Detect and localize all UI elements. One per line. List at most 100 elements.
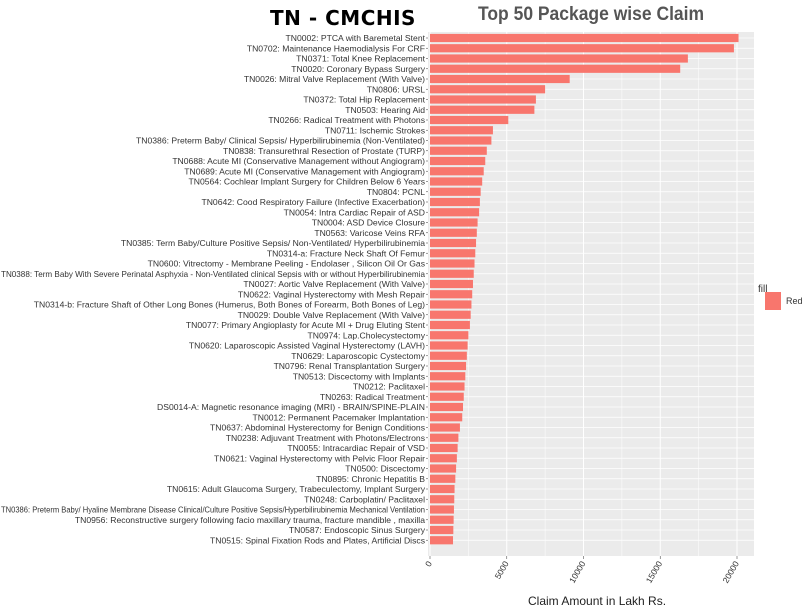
bar — [430, 474, 456, 483]
category-label: TN0974: Lap.Cholecystectomy — [307, 330, 425, 340]
bars — [430, 33, 739, 545]
bar — [430, 126, 493, 135]
chart-title: Top 50 Package wise Claim — [478, 4, 705, 25]
bar — [430, 413, 463, 422]
bar — [430, 382, 465, 391]
category-label: TN0620: Laparoscopic Assisted Vaginal Hy… — [189, 341, 425, 351]
category-label: TN0838: Transurethral Resection of Prost… — [223, 146, 425, 156]
category-label: TN0503: Hearing Aid — [345, 105, 425, 115]
bar — [430, 64, 681, 73]
category-label: TN0027: Aortic Valve Replacement (With V… — [243, 279, 425, 289]
category-label: TN0642: Cood Respiratory Failure (Infect… — [201, 197, 425, 207]
bar — [430, 331, 469, 340]
category-label: TN0702: Maintenance Haemodialysis For CR… — [247, 43, 425, 53]
category-label: TN0372: Total Hip Replacement — [303, 95, 425, 105]
bar — [430, 443, 458, 453]
category-label: TN0314-b: Fracture Shaft of Other Long B… — [34, 300, 425, 310]
bar — [430, 351, 467, 360]
category-label: TN0386: Preterm Baby/ Hyaline Membrane D… — [1, 505, 425, 515]
category-label: TN0804: PCNL — [367, 187, 425, 197]
category-label: TN0629: Laparoscopic Cystectomy — [291, 351, 425, 361]
bar — [430, 320, 470, 330]
bar — [430, 197, 480, 207]
bar — [430, 85, 546, 94]
category-label: TN0637: Abdominal Hysterectomy for Benig… — [210, 423, 425, 433]
category-label: TN0002: PTCA with Baremetal Stent — [286, 33, 426, 43]
category-label: TN0513: Discectomy with Implants — [293, 371, 425, 381]
category-label: TN0563: Varicose Veins RFA — [314, 228, 425, 238]
bar — [430, 536, 454, 545]
category-label: TN0266: Radical Treatment with Photons — [268, 115, 425, 125]
bar — [430, 187, 481, 196]
bar — [430, 300, 472, 309]
bar — [430, 156, 486, 166]
bar — [430, 54, 688, 63]
category-label: TN0796: Renal Transplantation Surgery — [274, 361, 426, 371]
x-axis-ticks: 0 5000 10000 15000 20000 — [423, 556, 741, 585]
bar — [430, 115, 509, 125]
legend-key — [765, 292, 781, 310]
bar — [430, 484, 455, 494]
category-label: TN0371: Total Knee Replacement — [296, 54, 425, 64]
x-tick-label: 0 — [423, 559, 434, 568]
category-label: TN0564: Cochlear Implant Surgery for Chi… — [189, 177, 425, 187]
bar — [430, 177, 483, 186]
bar — [430, 433, 459, 442]
category-label: TN0054: Intra Cardiac Repair of ASD — [284, 207, 425, 217]
bar — [430, 341, 468, 350]
category-label: TN0688: Acute MI (Conservative Managemen… — [172, 156, 425, 166]
bar — [430, 33, 739, 43]
category-label: TN0385: Term Baby/Culture Positive Sepsi… — [121, 238, 425, 248]
category-label: TN0263: Radical Treatment — [320, 392, 426, 402]
bar — [430, 392, 464, 401]
category-label: TN0212: Paclitaxel — [353, 382, 425, 392]
bar — [430, 105, 535, 114]
bar — [430, 218, 478, 227]
bar — [430, 95, 536, 104]
x-tick-label: 5000 — [493, 559, 511, 581]
x-tick-label: 10000 — [567, 559, 588, 585]
bar — [430, 259, 475, 268]
category-label: TN0806: URSL — [367, 84, 425, 94]
left-title: TN - CMCHIS — [270, 6, 416, 30]
category-label: TN0055: Intracardiac Repair of VSD — [287, 443, 425, 453]
category-label: TN0711: Ischemic Strokes — [325, 125, 425, 135]
legend-title: fill — [758, 284, 768, 295]
category-label: TN0077: Primary Angioplasty for Acute MI… — [186, 320, 426, 330]
bar — [430, 290, 473, 299]
bar — [430, 269, 474, 278]
category-label: TN0500: Discectomy — [345, 464, 425, 474]
category-label: TN0388: Term Baby With Severe Perinatal … — [1, 269, 425, 279]
bar — [430, 423, 460, 432]
category-label: TN0622: Vaginal Hysterectomy with Mesh R… — [238, 289, 425, 299]
category-label: TN0238: Adjuvant Treatment with Photons/… — [226, 433, 425, 443]
bar — [430, 74, 570, 84]
bar — [430, 44, 734, 53]
bar — [430, 454, 457, 463]
category-label: TN0515: Spinal Fixation Rods and Plates,… — [210, 535, 425, 545]
bar — [430, 361, 467, 371]
bar — [430, 238, 477, 248]
bar — [430, 515, 454, 524]
category-label: TN0026: Mitral Valve Replacement (With V… — [244, 74, 425, 84]
category-label: TN0012: Permanent Pacemaker Implantation — [253, 412, 426, 422]
bar — [430, 402, 464, 412]
bar — [430, 525, 454, 535]
category-label: TN0956: Reconstructive surgery following… — [75, 515, 425, 525]
category-label: TN0248: Carboplatin/ Paclitaxel — [304, 494, 425, 504]
x-axis-label: Claim Amount in Lakh Rs. — [528, 594, 667, 608]
bar — [430, 279, 473, 289]
category-label: TN0386: Preterm Baby/ Clinical Sepsis/ H… — [136, 136, 425, 146]
bar — [430, 167, 484, 176]
bar — [430, 464, 457, 473]
category-label: TN0314-a: Fracture Neck Shaft Of Femur — [267, 248, 425, 258]
category-label: TN0029: Double Valve Replacement (With V… — [238, 310, 426, 320]
category-label: TN0895: Chronic Hepatitis B — [316, 474, 425, 484]
category-label: TN0600: Vitrectomy - Membrane Peeling - … — [148, 259, 425, 269]
category-label: DS0014-A: Magnetic resonance imaging (MR… — [157, 402, 425, 412]
bar — [430, 372, 466, 381]
y-axis-labels: TN0002: PTCA with Baremetal StentTN0702:… — [1, 33, 428, 545]
category-label: TN0621: Vaginal Hysterectomy with Pelvic… — [214, 453, 425, 463]
x-tick-label: 15000 — [644, 559, 665, 585]
